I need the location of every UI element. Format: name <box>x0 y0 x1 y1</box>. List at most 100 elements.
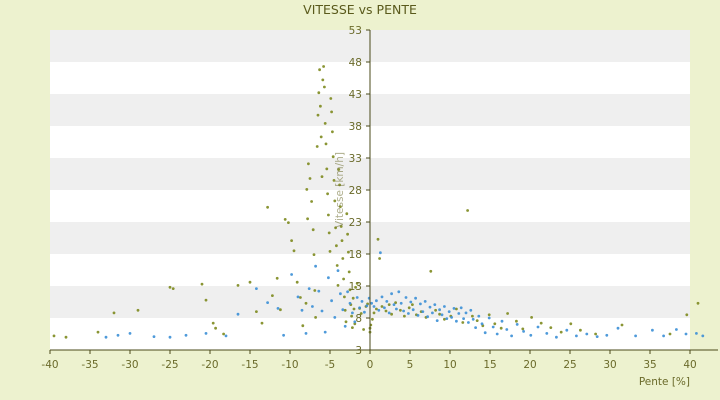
x-axis-title: Pente [%] <box>639 376 690 388</box>
data-point-olive <box>64 335 68 339</box>
data-point-blue <box>455 319 458 323</box>
data-point-blue <box>616 326 620 330</box>
y-tick-label: 53 <box>349 25 362 37</box>
data-point-olive <box>295 280 299 284</box>
data-point-olive <box>493 322 497 326</box>
data-point-olive <box>438 312 441 316</box>
data-point-olive <box>353 322 357 326</box>
data-point-blue <box>282 333 285 337</box>
data-point-olive <box>506 312 509 315</box>
x-tick-label: 25 <box>563 359 576 371</box>
data-point-blue <box>459 306 463 310</box>
x-tick-label: 35 <box>643 359 656 371</box>
x-tick-label: 10 <box>443 359 456 371</box>
data-point-blue <box>128 332 132 335</box>
data-point-blue <box>323 330 327 334</box>
data-point-olive <box>330 110 333 114</box>
data-point-olive <box>346 232 349 236</box>
data-point-blue <box>457 312 461 315</box>
data-point-blue <box>327 276 330 280</box>
data-point-olive <box>329 97 333 100</box>
x-tick-label: -40 <box>41 359 58 371</box>
data-point-olive <box>594 332 597 336</box>
data-point-olive <box>371 317 374 321</box>
data-point-olive <box>314 316 317 319</box>
data-point-blue <box>339 292 342 296</box>
data-point-blue <box>605 333 609 337</box>
data-point-blue <box>365 304 369 308</box>
data-point-blue <box>333 316 337 319</box>
data-point-blue <box>426 315 429 319</box>
data-point-blue <box>380 295 384 299</box>
data-point-blue <box>404 296 408 299</box>
data-point-olive <box>341 257 345 260</box>
data-point-blue <box>184 333 188 337</box>
data-point-blue <box>565 328 569 332</box>
data-point-olive <box>696 301 700 305</box>
data-point-blue <box>555 335 558 339</box>
data-point-olive <box>685 313 689 317</box>
data-point-olive <box>351 326 354 329</box>
data-point-olive <box>352 307 356 311</box>
data-point-blue <box>675 328 678 331</box>
data-point-blue <box>372 305 376 308</box>
data-point-olive <box>319 104 322 108</box>
data-point-olive <box>487 313 491 317</box>
data-point-olive <box>313 289 317 292</box>
data-point-blue <box>390 292 393 296</box>
data-point-blue <box>536 325 540 329</box>
data-point-olive <box>466 209 469 212</box>
data-point-olive <box>292 249 296 253</box>
data-point-olive <box>112 311 116 315</box>
data-point-olive <box>211 321 215 325</box>
y-tick-label: 28 <box>349 185 362 197</box>
data-point-olive <box>331 155 335 159</box>
data-point-olive <box>340 239 344 243</box>
data-point-blue <box>634 334 637 338</box>
data-point-blue <box>500 319 504 323</box>
data-point-olive <box>136 308 140 312</box>
data-point-blue <box>419 302 422 306</box>
data-point-olive <box>323 122 327 125</box>
tick-labels: -40 -35 -30 -25 -20 -15 -10 -5 0 5 10 15 20 25 30 35 40 3… <box>41 25 696 371</box>
data-point-olive <box>214 326 218 330</box>
data-point-blue <box>351 311 354 315</box>
data-point-blue <box>296 295 300 299</box>
data-point-blue <box>545 332 549 335</box>
data-point-blue <box>346 290 349 294</box>
x-tick-label: 40 <box>683 359 696 371</box>
data-point-blue <box>529 333 533 337</box>
data-point-blue <box>392 303 396 306</box>
data-point-blue <box>348 301 352 305</box>
data-point-olive <box>304 301 308 305</box>
x-tick-label: 0 <box>367 359 374 371</box>
data-point-olive <box>168 285 172 289</box>
data-point-olive <box>411 303 414 306</box>
data-point-olive <box>222 332 226 336</box>
data-point-olive <box>376 237 380 241</box>
data-point-olive <box>321 78 325 82</box>
data-point-olive <box>344 320 348 324</box>
data-point-olive <box>171 287 175 290</box>
data-point-olive <box>461 321 465 324</box>
x-tick-label: -30 <box>121 359 138 371</box>
data-point-olive <box>549 326 553 329</box>
data-point-olive <box>283 218 287 221</box>
x-tick-label: -5 <box>325 359 335 371</box>
y-tick-label: 13 <box>349 281 362 293</box>
data-point-olive <box>359 312 363 315</box>
data-point-olive <box>390 312 393 316</box>
data-point-blue <box>266 301 269 304</box>
data-point-blue <box>385 300 389 303</box>
data-point-blue <box>397 290 401 294</box>
data-point-blue <box>379 251 382 255</box>
y-tick-label: 18 <box>349 249 362 261</box>
data-point-olive <box>471 314 474 318</box>
data-point-olive <box>327 231 331 235</box>
data-point-olive <box>311 228 315 232</box>
data-point-olive <box>403 314 406 318</box>
data-point-blue <box>360 300 364 303</box>
data-point-blue <box>255 287 258 290</box>
data-point-blue <box>314 264 317 268</box>
data-point-blue <box>353 320 357 324</box>
